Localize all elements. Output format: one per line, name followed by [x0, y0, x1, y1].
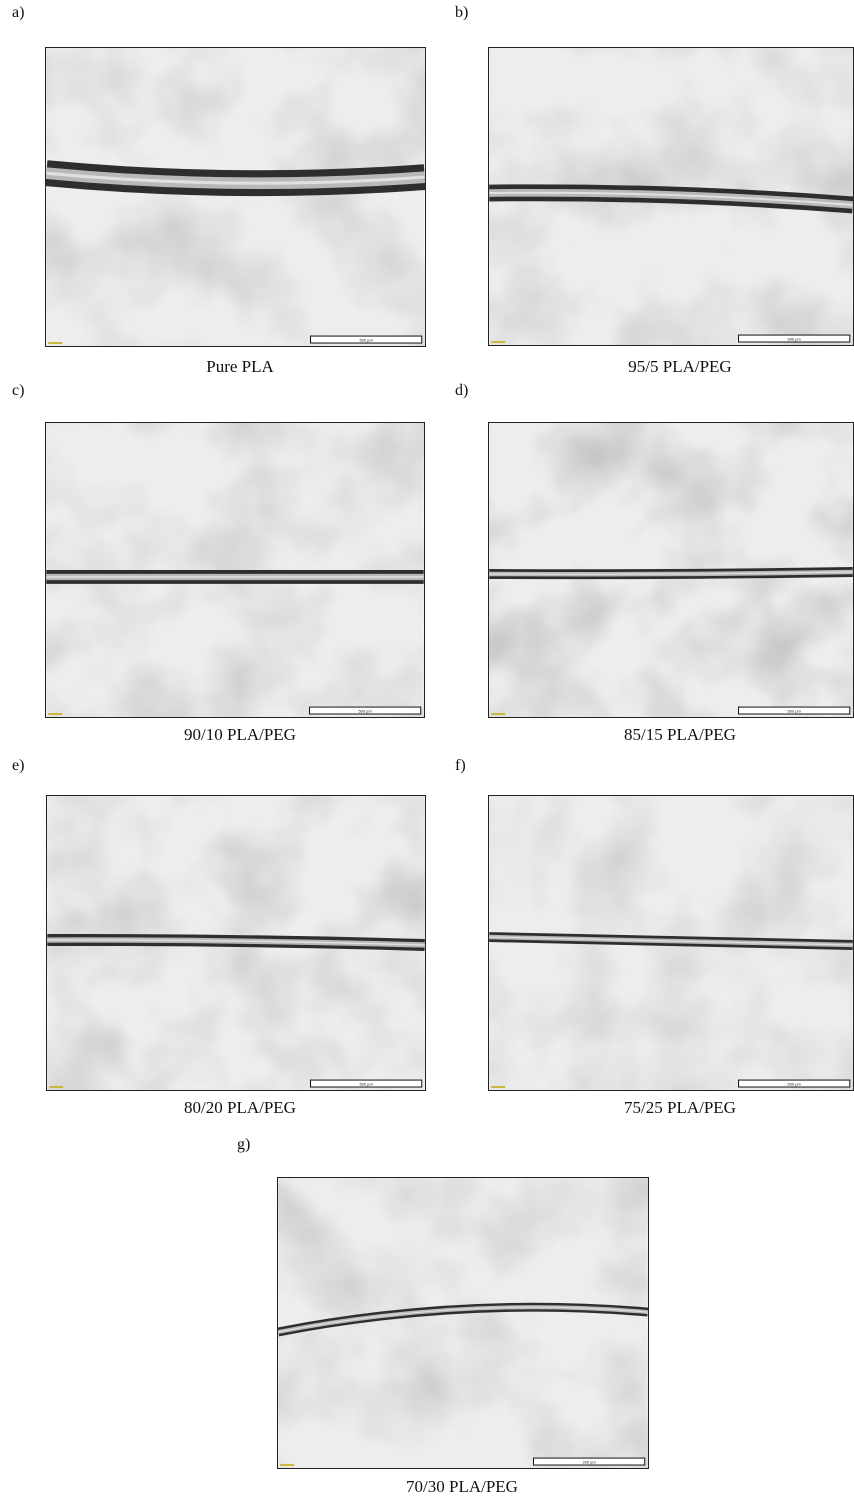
scale-bar-label: 500 µm: [788, 337, 802, 342]
panel-caption: 75/25 PLA/PEG: [624, 1098, 736, 1118]
corner-mark: [491, 341, 505, 343]
corner-mark: [280, 1464, 294, 1466]
scale-bar-label: 500 µm: [787, 709, 801, 714]
panel-label: d): [455, 382, 468, 400]
figure: a) Pure PLA 500 µm b) 95/5 PLA/PEG 500 µm c) 90…: [0, 0, 854, 1499]
panel-label: e): [12, 757, 24, 775]
panel-caption: 85/15 PLA/PEG: [624, 725, 736, 745]
corner-mark: [48, 342, 62, 344]
micrograph: 500 µm: [488, 422, 854, 718]
panel-label: g): [237, 1136, 250, 1154]
micrograph: 500 µm: [488, 795, 854, 1091]
panel-label: a): [12, 4, 24, 22]
corner-mark: [48, 713, 62, 715]
mottle: [46, 48, 424, 346]
scale-bar-label: 500 µm: [359, 338, 373, 343]
panel-caption: 90/10 PLA/PEG: [184, 725, 296, 745]
corner-mark: [49, 1086, 63, 1088]
scale-bar-label: 500 µm: [358, 709, 372, 714]
panel-label: f): [455, 757, 466, 775]
panel-caption: Pure PLA: [206, 357, 274, 377]
panel-caption: 70/30 PLA/PEG: [406, 1477, 518, 1497]
corner-mark: [491, 713, 505, 715]
micrograph: 200 µm: [277, 1177, 649, 1469]
micrograph: 500 µm: [488, 47, 854, 346]
scale-bar-label: 500 µm: [787, 1082, 801, 1087]
micrograph: 500 µm: [46, 795, 426, 1091]
micrograph: 500 µm: [45, 422, 425, 718]
scale-bar-label: 200 µm: [582, 1460, 596, 1465]
corner-mark: [491, 1086, 505, 1088]
micrograph: 500 µm: [45, 47, 426, 347]
panel-label: c): [12, 382, 24, 400]
panel-caption: 80/20 PLA/PEG: [184, 1098, 296, 1118]
panel-caption: 95/5 PLA/PEG: [628, 357, 731, 377]
panel-label: b): [455, 4, 468, 22]
scale-bar-label: 500 µm: [359, 1082, 373, 1087]
